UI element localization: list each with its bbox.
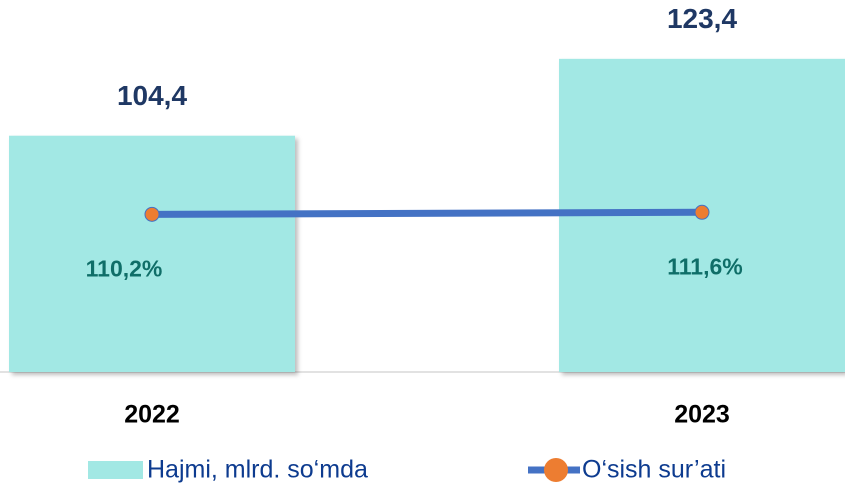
bar-value-label: 104,4 [117, 80, 187, 111]
legend-swatch [544, 458, 568, 482]
line-value-label: 111,6% [667, 253, 742, 279]
line-marker [144, 206, 160, 222]
line [151, 208, 703, 218]
legend-label: O‘sish sur’ati [582, 456, 726, 484]
x-tick-label: 2023 [674, 401, 730, 429]
bar [9, 135, 295, 372]
line-value-label: 110,2% [86, 255, 163, 281]
line-marker [694, 204, 710, 220]
x-tick-label: 2022 [124, 401, 180, 429]
legend-swatch [88, 461, 143, 479]
bar-value-label: 123,4 [667, 3, 737, 34]
legend-label: Hajmi, mlrd. so‘mda [147, 456, 368, 484]
